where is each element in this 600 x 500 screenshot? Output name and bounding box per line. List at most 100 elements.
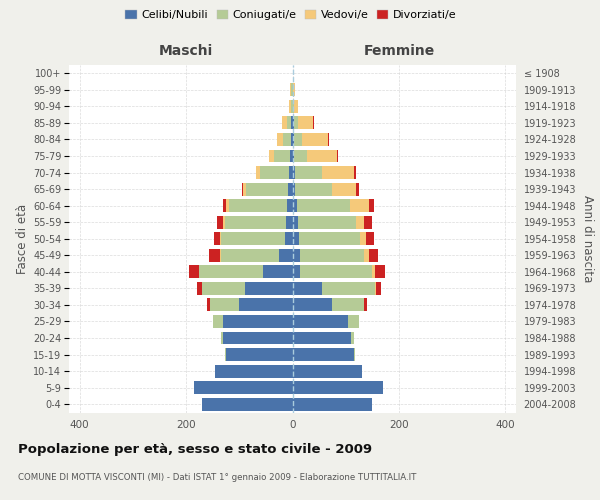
- Bar: [293, 84, 295, 96]
- Bar: [293, 398, 373, 410]
- Bar: [226, 348, 293, 361]
- Bar: [194, 381, 293, 394]
- Bar: [221, 232, 284, 245]
- Bar: [322, 166, 353, 179]
- Bar: [289, 100, 291, 113]
- Bar: [375, 282, 376, 295]
- Y-axis label: Anni di nascita: Anni di nascita: [581, 195, 593, 282]
- Bar: [291, 133, 293, 146]
- Bar: [293, 348, 353, 361]
- Bar: [356, 216, 364, 228]
- Bar: [328, 133, 329, 146]
- Bar: [208, 298, 210, 312]
- Bar: [282, 116, 287, 130]
- Bar: [368, 199, 374, 212]
- Bar: [353, 348, 355, 361]
- Bar: [290, 84, 292, 96]
- Bar: [353, 166, 356, 179]
- Bar: [226, 199, 229, 212]
- Bar: [375, 266, 385, 278]
- Bar: [245, 282, 293, 295]
- Bar: [242, 182, 243, 196]
- Bar: [256, 166, 260, 179]
- Bar: [351, 332, 353, 344]
- Bar: [269, 150, 274, 162]
- Bar: [301, 249, 364, 262]
- Bar: [293, 282, 322, 295]
- Bar: [293, 100, 298, 113]
- Bar: [293, 266, 301, 278]
- Bar: [293, 150, 294, 162]
- Bar: [376, 282, 382, 295]
- Bar: [215, 364, 293, 378]
- Bar: [337, 150, 338, 162]
- Bar: [293, 381, 383, 394]
- Bar: [225, 348, 226, 361]
- Bar: [286, 216, 293, 228]
- Bar: [293, 249, 301, 262]
- Bar: [356, 182, 359, 196]
- Y-axis label: Fasce di età: Fasce di età: [16, 204, 29, 274]
- Bar: [332, 298, 364, 312]
- Bar: [299, 232, 360, 245]
- Bar: [283, 133, 291, 146]
- Bar: [373, 266, 375, 278]
- Bar: [229, 199, 287, 212]
- Bar: [322, 282, 375, 295]
- Bar: [291, 100, 293, 113]
- Bar: [293, 364, 362, 378]
- Bar: [199, 266, 263, 278]
- Bar: [210, 298, 239, 312]
- Bar: [290, 150, 293, 162]
- Bar: [289, 166, 293, 179]
- Bar: [350, 199, 368, 212]
- Bar: [367, 232, 374, 245]
- Bar: [293, 315, 349, 328]
- Bar: [217, 216, 223, 228]
- Bar: [349, 315, 359, 328]
- Bar: [245, 182, 288, 196]
- Bar: [223, 315, 293, 328]
- Bar: [295, 182, 332, 196]
- Bar: [294, 150, 307, 162]
- Bar: [288, 182, 293, 196]
- Text: Popolazione per età, sesso e stato civile - 2009: Popolazione per età, sesso e stato civil…: [18, 442, 372, 456]
- Bar: [297, 199, 350, 212]
- Text: Maschi: Maschi: [159, 44, 213, 58]
- Bar: [307, 150, 337, 162]
- Bar: [292, 116, 293, 130]
- Bar: [220, 232, 221, 245]
- Bar: [293, 133, 302, 146]
- Bar: [313, 116, 314, 130]
- Bar: [293, 216, 298, 228]
- Text: Femmine: Femmine: [364, 44, 434, 58]
- Bar: [221, 332, 223, 344]
- Bar: [293, 298, 332, 312]
- Bar: [295, 166, 322, 179]
- Bar: [302, 133, 328, 146]
- Bar: [209, 249, 220, 262]
- Bar: [301, 266, 373, 278]
- Bar: [279, 249, 293, 262]
- Bar: [364, 216, 373, 228]
- Bar: [364, 249, 368, 262]
- Bar: [293, 182, 295, 196]
- Bar: [293, 199, 297, 212]
- Legend: Celibi/Nubili, Coniugati/e, Vedovi/e, Divorziati/e: Celibi/Nubili, Coniugati/e, Vedovi/e, Di…: [121, 6, 461, 25]
- Bar: [287, 116, 292, 130]
- Bar: [221, 249, 279, 262]
- Bar: [293, 166, 295, 179]
- Bar: [277, 133, 283, 146]
- Bar: [202, 282, 245, 295]
- Bar: [293, 116, 298, 130]
- Bar: [263, 266, 293, 278]
- Bar: [298, 216, 356, 228]
- Bar: [360, 232, 367, 245]
- Bar: [214, 232, 220, 245]
- Bar: [223, 216, 225, 228]
- Bar: [298, 116, 313, 130]
- Bar: [287, 199, 293, 212]
- Bar: [239, 298, 293, 312]
- Bar: [293, 332, 351, 344]
- Bar: [260, 166, 289, 179]
